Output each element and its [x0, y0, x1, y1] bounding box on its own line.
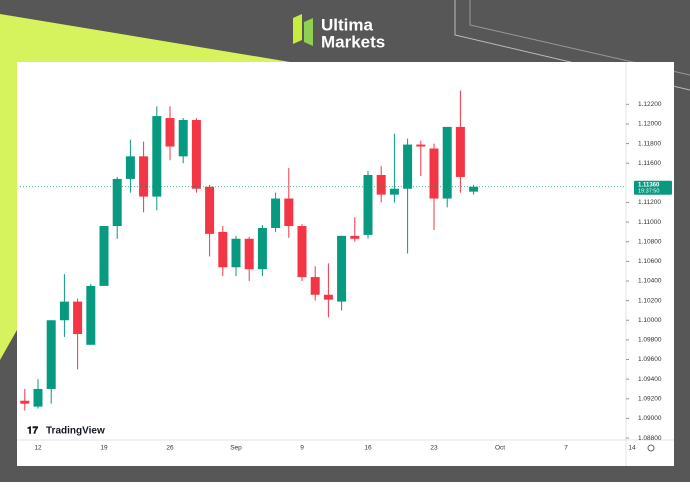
y-tick-label: 1.11000 [638, 219, 661, 226]
candle-body [442, 126, 452, 199]
candle-body [323, 294, 333, 300]
y-tick-label: 1.09000 [638, 415, 662, 422]
candle-body [416, 144, 426, 147]
y-tick-label: 1.11800 [638, 140, 661, 147]
x-tick-label: Oct [495, 445, 505, 452]
candle-body [271, 198, 281, 228]
brand-text: Ultima [321, 15, 374, 34]
y-tick-label: 1.08800 [638, 435, 662, 442]
candle-body [284, 198, 294, 227]
y-tick-label: 1.10000 [638, 317, 662, 324]
candle-body [86, 285, 96, 345]
x-tick-label: 16 [364, 445, 372, 452]
candle-body [152, 116, 162, 197]
candle-body [73, 301, 83, 334]
candle-body [257, 227, 267, 270]
x-tick-label: 26 [166, 445, 174, 452]
y-tick-label: 1.12000 [638, 121, 662, 128]
candle-body [20, 400, 30, 404]
candle-body [231, 238, 241, 268]
price-tag-label: 1.11360 [638, 182, 660, 188]
candle-body [46, 320, 56, 389]
accent-shape [0, 14, 290, 360]
candle-body [389, 188, 399, 195]
candle-body [59, 301, 69, 321]
x-tick-label: 23 [430, 445, 438, 452]
candle-body [297, 226, 307, 278]
candle-body [469, 186, 479, 192]
price-tag [634, 180, 672, 195]
x-tick-label: 14 [628, 445, 636, 452]
candle-body [244, 238, 254, 270]
candle-body [350, 235, 360, 239]
plot: 1.08800 1.09000 1.09200 1.09400 1.09600 1.098… [17, 62, 674, 466]
decor-line [469, 0, 690, 76]
candle-body [139, 156, 149, 197]
candle-body [455, 126, 465, 177]
candle-body [165, 118, 175, 147]
y-tick-label: 1.09600 [638, 356, 662, 363]
price-tag-countdown: 19:37:50 [638, 189, 659, 195]
settings-icon[interactable] [647, 444, 655, 452]
x-tick-label: Sep [230, 445, 242, 452]
candle-body [112, 178, 122, 227]
candle-body [429, 148, 439, 199]
y-tick-label: 1.09800 [638, 337, 662, 344]
candle-body [33, 388, 43, 407]
logo: Ultima Markets [293, 14, 385, 51]
candle-body [218, 231, 228, 268]
candle-body [403, 144, 413, 189]
candle-body [125, 156, 135, 179]
watermark: TradingView [46, 426, 105, 437]
y-tick-label: 1.10400 [638, 278, 662, 285]
candle-body [310, 277, 320, 295]
y-tick-label: 1.11200 [638, 199, 661, 206]
y-tick-label: 1.11600 [638, 160, 661, 167]
x-tick-label: 9 [300, 445, 304, 452]
x-tick-label: 19 [100, 445, 108, 452]
x-tick-label: 7 [564, 445, 568, 452]
watermark-icon: 𝟏𝟕 [27, 426, 39, 437]
y-tick-label: 1.09200 [638, 395, 662, 402]
candle-body [363, 174, 373, 235]
brand-text: Markets [321, 32, 385, 51]
y-tick-label: 1.10600 [638, 258, 662, 265]
candle-body [337, 235, 347, 302]
y-tick-label: 1.10800 [638, 238, 662, 245]
candle-body [178, 120, 188, 157]
candle-body [99, 226, 109, 286]
y-tick-label: 1.09400 [638, 376, 662, 383]
candle-body [205, 186, 215, 234]
y-tick-label: 1.12200 [638, 101, 662, 108]
candle-body [191, 120, 201, 189]
y-tick-label: 1.10200 [638, 297, 662, 304]
candle-body [376, 174, 386, 195]
x-tick-label: 12 [34, 445, 42, 452]
